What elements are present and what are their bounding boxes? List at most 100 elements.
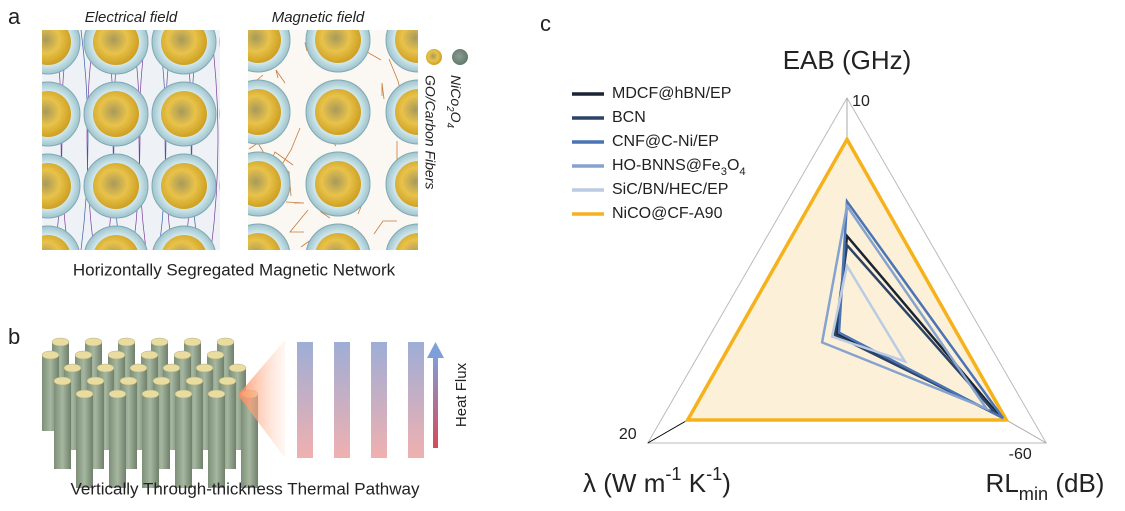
superscript: -1 — [706, 464, 722, 484]
fiber-cap — [228, 363, 247, 373]
core — [395, 89, 418, 135]
fiber-cap — [150, 337, 169, 347]
spotlight — [238, 340, 285, 458]
core — [475, 233, 521, 279]
panel-title: Magnetic field — [272, 9, 365, 26]
fiber — [381, 82, 385, 100]
core — [161, 163, 207, 209]
fiber-cap — [96, 363, 115, 373]
series-line — [837, 197, 1005, 420]
fiber-cap — [86, 376, 105, 386]
core — [161, 30, 207, 65]
legend-swatch — [452, 49, 468, 65]
core — [475, 161, 521, 207]
core — [395, 30, 418, 63]
fiber — [142, 394, 159, 488]
core — [395, 233, 418, 250]
text-run: O — [727, 157, 739, 174]
panel-label: a — [8, 4, 21, 29]
heat-column — [371, 342, 387, 458]
fiber-cap — [51, 337, 70, 347]
fiber-cap — [74, 350, 93, 360]
fiber — [76, 394, 93, 488]
core — [248, 233, 281, 250]
core — [248, 89, 281, 135]
field-left — [42, 30, 220, 250]
tick-label: 20 — [619, 426, 637, 443]
core — [475, 17, 521, 63]
text-run: O — [448, 112, 464, 123]
series-line — [830, 262, 908, 364]
fiber-cap — [63, 363, 82, 373]
fiber-cap — [173, 350, 192, 360]
fiber-cap — [207, 389, 226, 399]
legend-label: BCN — [612, 109, 646, 126]
contour — [80, 30, 89, 250]
fiber-cap — [140, 350, 159, 360]
tick-label: -60 — [1009, 446, 1032, 463]
core — [93, 91, 139, 137]
arrow-shaft — [433, 356, 438, 448]
fiber — [285, 201, 305, 204]
fiber-cap — [206, 350, 225, 360]
fiber-cap — [183, 337, 202, 347]
text-run: K — [682, 468, 707, 498]
fiber-cap — [218, 376, 237, 386]
fiber-cap — [117, 337, 136, 347]
caption: Horizontally Segregated Magnetic Network — [73, 260, 396, 279]
contour — [210, 30, 219, 250]
fiber — [241, 394, 258, 488]
fiber — [208, 394, 225, 488]
legend-label: NiCo2O4 — [444, 75, 464, 128]
panel-label: b — [8, 324, 20, 349]
subscript: 4 — [739, 166, 745, 178]
core — [315, 161, 361, 207]
text-run: λ (W m — [583, 468, 665, 498]
core — [248, 161, 281, 207]
arrow-head — [427, 342, 444, 358]
series-line — [820, 202, 990, 412]
text-run: NiCo — [448, 75, 464, 106]
fiber-cap — [107, 350, 126, 360]
axis-title: λ (W m-1 K-1) — [583, 464, 731, 498]
legend-label: NiCO@CF-A90 — [612, 205, 723, 222]
subscript: 2 — [444, 105, 455, 112]
subscript: min — [1019, 484, 1048, 504]
core — [395, 161, 418, 207]
heat-column — [297, 342, 313, 458]
core — [161, 91, 207, 137]
fiber-cap — [53, 376, 72, 386]
core — [42, 30, 71, 65]
core — [42, 163, 71, 209]
core — [93, 163, 139, 209]
shell — [466, 80, 530, 144]
fiber-cap — [216, 337, 235, 347]
shell — [466, 224, 530, 288]
arrow-label: Heat Flux — [453, 362, 470, 427]
legend-label: HO-BNNS@Fe3O4 — [612, 157, 746, 178]
contour — [42, 30, 43, 250]
fiber-cap — [129, 363, 148, 373]
legend-label: SiC/BN/HEC/EP — [612, 181, 728, 198]
core — [42, 91, 71, 137]
legend-swatch — [426, 49, 442, 65]
tick-label: 10 — [852, 93, 870, 110]
core — [475, 89, 521, 135]
illustration — [41, 337, 444, 488]
core — [315, 89, 361, 135]
fiber-cap — [162, 363, 181, 373]
fiber-cap — [108, 389, 127, 399]
legend-label: CNF@C-Ni/EP — [612, 133, 719, 150]
panel-label: c — [540, 11, 551, 36]
fiber — [289, 209, 309, 233]
fiber — [373, 220, 397, 235]
fiber — [54, 381, 71, 469]
fiber — [109, 394, 126, 488]
fiber-cap — [152, 376, 171, 386]
core — [315, 30, 361, 63]
legend-label: GO/Carbon Fibers — [422, 75, 438, 189]
axis-title: EAB (GHz) — [783, 45, 912, 75]
fiber-cap — [41, 350, 60, 360]
field-right — [248, 17, 530, 288]
